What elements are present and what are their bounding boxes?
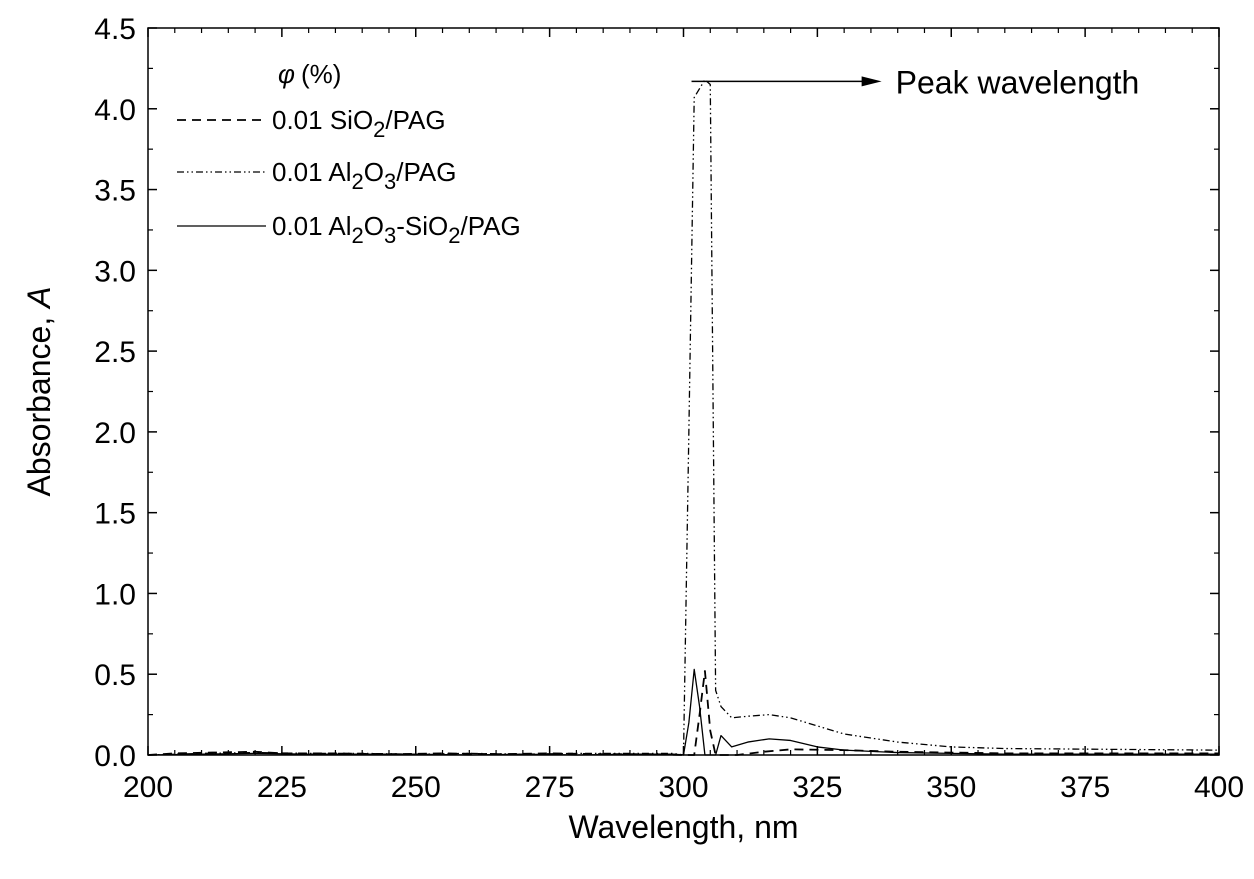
series-line-1	[147, 670, 1219, 756]
y-tick-label: 4.5	[94, 13, 136, 46]
legend-title-unit: (%)	[301, 59, 341, 89]
y-tick-label: 0.0	[94, 740, 136, 773]
annotation-label: Peak wavelength	[896, 64, 1140, 100]
ticks-layer	[147, 27, 1220, 756]
annotation-arrow-head	[861, 76, 882, 87]
y-tick-label: 1.0	[94, 578, 136, 611]
y-axis-title: Absorbance, A	[21, 287, 57, 497]
tick-labels: 200 225 250 275 300 325 350 375 400 0.0 0.5 1.0 1.5 2…	[94, 13, 1244, 804]
series-line-3	[147, 668, 1219, 756]
series-line-2	[147, 79, 1220, 756]
x-tick-label: 250	[391, 771, 441, 804]
x-axis-title: Wavelength, nm	[568, 809, 798, 845]
x-tick-label: 325	[792, 771, 842, 804]
x-tick-label: 200	[123, 771, 173, 804]
x-tick-label: 300	[658, 771, 708, 804]
legend-title-symbol: φ	[278, 59, 295, 89]
legend-title: φ (%)	[278, 59, 341, 89]
legend: φ (%) 0.01 SiO2/PAG 0.01 Al2O3/PAG 0.01 Al2…	[177, 59, 521, 248]
y-axis-title-text: Absorbance,	[21, 308, 57, 497]
y-tick-label: 3.5	[94, 175, 136, 208]
x-tick-label: 375	[1060, 771, 1110, 804]
plot-frame	[147, 27, 1220, 756]
y-tick-label: 2.5	[94, 336, 136, 369]
x-tick-label: 400	[1194, 771, 1244, 804]
x-tick-label: 275	[525, 771, 575, 804]
legend-label-3: 0.01 Al2O3-SiO2/PAG	[272, 211, 521, 248]
x-tick-label: 225	[257, 771, 307, 804]
y-axis-title-variable: A	[21, 287, 57, 310]
y-tick-label: 1.5	[94, 498, 136, 531]
y-tick-label: 0.5	[94, 659, 136, 692]
annotation-layer: Peak wavelength	[691, 64, 1140, 100]
legend-label-1: 0.01 SiO2/PAG	[272, 105, 446, 142]
x-tick-label: 350	[926, 771, 976, 804]
legend-label-2: 0.01 Al2O3/PAG	[272, 157, 456, 194]
y-tick-label: 3.0	[94, 255, 136, 288]
y-tick-label: 4.0	[94, 94, 136, 127]
y-tick-label: 2.0	[94, 417, 136, 450]
